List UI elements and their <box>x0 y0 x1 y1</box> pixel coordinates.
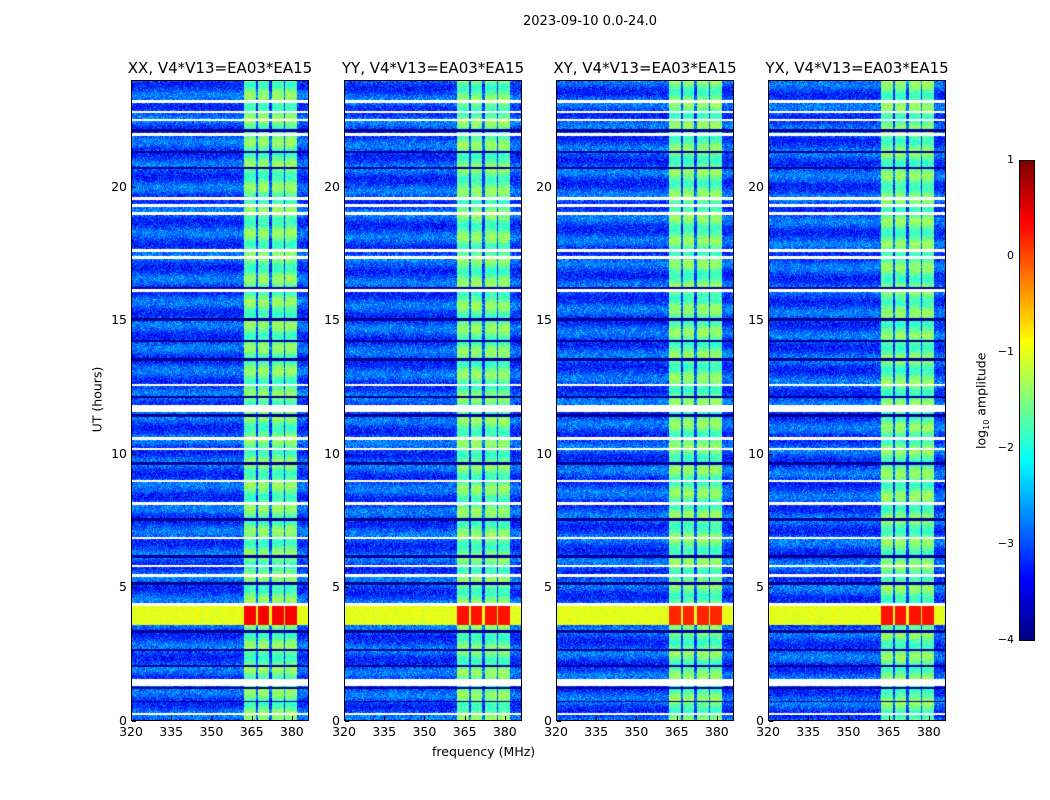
y-tick-label: 15 <box>536 312 552 328</box>
x-tick-mark <box>171 716 173 720</box>
colorbar-tick-label: −4 <box>997 633 1014 646</box>
y-tick-mark <box>345 320 349 322</box>
colorbar <box>1019 160 1035 641</box>
x-tick-label: 350 <box>412 724 437 739</box>
x-tick-label: 365 <box>452 724 477 739</box>
y-tick-mark <box>557 320 561 322</box>
x-tick-label: 335 <box>796 724 821 739</box>
heatmap-panel-yy <box>344 80 522 721</box>
x-tick-mark <box>504 716 506 720</box>
y-tick-label: 10 <box>748 445 764 461</box>
y-tick-mark <box>769 721 773 722</box>
x-tick-mark <box>888 716 890 720</box>
heatmap-panel-xy <box>556 80 734 721</box>
y-tick-mark <box>769 587 773 589</box>
y-axis-label: UT (hours) <box>89 366 105 433</box>
x-tick-label: 320 <box>332 724 356 739</box>
x-tick-label: 365 <box>664 724 689 739</box>
y-tick-label: 20 <box>536 178 552 194</box>
y-tick-mark <box>557 721 561 722</box>
x-tick-mark <box>636 716 638 720</box>
panel-title: XX, V4*V13=EA03*EA15 <box>127 59 313 77</box>
y-tick-mark <box>769 320 773 322</box>
x-tick-label: 320 <box>119 724 143 739</box>
y-tick-mark <box>345 453 349 455</box>
figure-title: 2023-09-10 0.0-24.0 <box>523 14 657 29</box>
x-tick-mark <box>344 716 345 720</box>
y-tick-mark <box>132 721 136 722</box>
x-axis-label: frequency (MHz) <box>432 744 536 759</box>
x-tick-mark <box>424 716 426 720</box>
colorbar-tick-label: 1 <box>1007 153 1014 166</box>
x-tick-label: 380 <box>279 724 304 739</box>
colorbar-label: log10 amplitude <box>973 352 991 449</box>
y-tick-mark <box>769 453 773 455</box>
y-tick-label: 0 <box>544 713 552 728</box>
x-tick-label: 380 <box>704 724 729 739</box>
y-tick-label: 0 <box>119 713 127 728</box>
y-tick-mark <box>345 721 349 722</box>
x-tick-mark <box>768 716 769 720</box>
x-tick-label: 335 <box>584 724 609 739</box>
x-tick-label: 380 <box>492 724 517 739</box>
x-tick-label: 350 <box>624 724 649 739</box>
y-tick-label: 5 <box>332 579 340 595</box>
y-tick-label: 10 <box>111 445 127 461</box>
y-tick-mark <box>132 186 136 188</box>
x-tick-mark <box>848 716 850 720</box>
y-tick-mark <box>345 587 349 589</box>
x-tick-label: 335 <box>159 724 184 739</box>
x-tick-mark <box>291 716 293 720</box>
colorbar-tick-label: 0 <box>1007 249 1014 262</box>
y-tick-mark <box>769 186 773 188</box>
x-tick-label: 350 <box>836 724 861 739</box>
x-tick-label: 380 <box>916 724 941 739</box>
y-tick-label: 20 <box>748 178 764 194</box>
x-tick-mark <box>676 716 678 720</box>
x-tick-label: 320 <box>756 724 780 739</box>
y-tick-label: 10 <box>324 445 340 461</box>
x-tick-label: 365 <box>876 724 901 739</box>
y-tick-label: 0 <box>332 713 340 728</box>
y-tick-mark <box>557 453 561 455</box>
y-tick-label: 20 <box>111 178 127 194</box>
panel-title: YY, V4*V13=EA03*EA15 <box>341 59 525 77</box>
x-tick-mark <box>928 716 930 720</box>
panel-title: YX, V4*V13=EA03*EA15 <box>765 59 949 77</box>
x-tick-mark <box>464 716 466 720</box>
y-tick-label: 15 <box>748 312 764 328</box>
x-tick-mark <box>808 716 810 720</box>
colorbar-tick-label: −2 <box>997 441 1014 454</box>
y-tick-mark <box>132 453 136 455</box>
x-tick-mark <box>556 716 557 720</box>
y-tick-mark <box>557 186 561 188</box>
colorbar-tick-label: −1 <box>997 345 1014 358</box>
y-tick-mark <box>557 587 561 589</box>
x-tick-mark <box>251 716 253 720</box>
x-tick-mark <box>131 716 132 720</box>
y-tick-label: 15 <box>324 312 340 328</box>
y-tick-label: 20 <box>324 178 340 194</box>
y-tick-label: 0 <box>756 713 764 728</box>
y-tick-mark <box>345 186 349 188</box>
y-tick-label: 5 <box>756 579 764 595</box>
x-tick-mark <box>716 716 718 720</box>
y-tick-label: 5 <box>119 579 127 595</box>
x-tick-mark <box>384 716 386 720</box>
y-tick-label: 5 <box>544 579 552 595</box>
x-tick-label: 365 <box>239 724 264 739</box>
colorbar-tick-label: −3 <box>997 537 1014 550</box>
y-tick-mark <box>132 320 136 322</box>
x-tick-mark <box>596 716 598 720</box>
heatmap-panel-xx <box>131 80 309 721</box>
x-tick-label: 320 <box>544 724 568 739</box>
x-tick-label: 350 <box>199 724 224 739</box>
y-tick-label: 10 <box>536 445 552 461</box>
x-tick-mark <box>211 716 213 720</box>
y-tick-mark <box>132 587 136 589</box>
panel-title: XY, V4*V13=EA03*EA15 <box>553 59 737 77</box>
y-tick-label: 15 <box>111 312 127 328</box>
heatmap-panel-yx <box>768 80 946 721</box>
x-tick-label: 335 <box>372 724 397 739</box>
